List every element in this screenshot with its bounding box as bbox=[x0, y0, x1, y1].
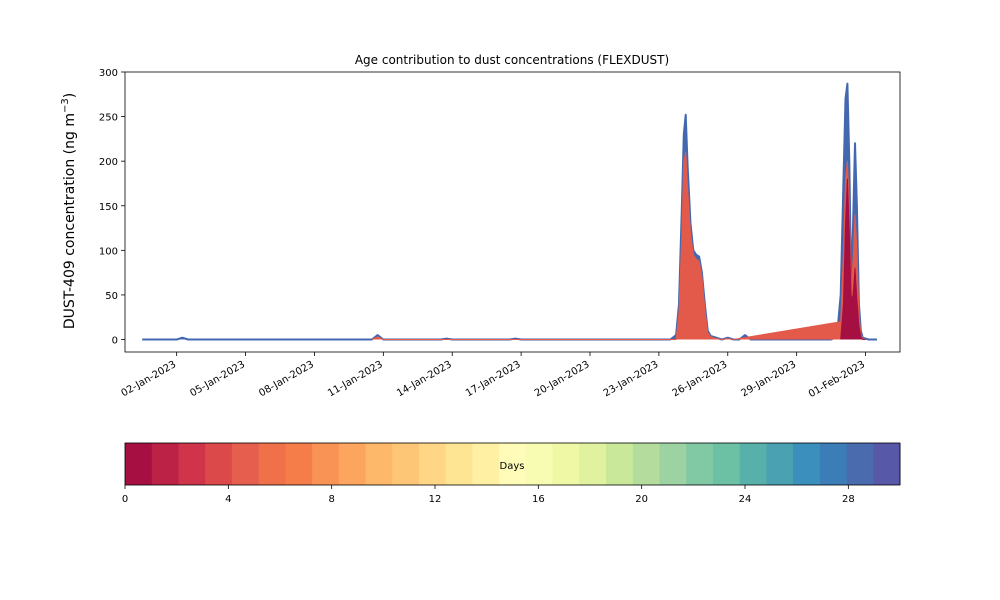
colorbar: 0 4 8 12 16 20 24 28 bbox=[122, 442, 901, 505]
colorbar-segment-26 bbox=[819, 443, 848, 485]
y-axis-label-unit-exponent: −3 bbox=[60, 98, 71, 113]
colorbar-frame bbox=[124, 442, 901, 486]
colorbar-segment-17 bbox=[579, 443, 607, 485]
colorbar-label: Days bbox=[500, 461, 525, 472]
x-axis: 02-Jan-2023 05-Jan-2023 08-Jan-2023 11-Jan-… bbox=[120, 352, 867, 400]
colorbar-tick-label-4: 4 bbox=[225, 494, 231, 505]
series-line-2 bbox=[840, 178, 866, 340]
plot-area bbox=[124, 71, 901, 353]
y-tick-label-300: 300 bbox=[99, 68, 118, 79]
colorbar-tick-label-24: 24 bbox=[739, 494, 752, 505]
x-tick-label-17-Jan-2023: 17-Jan-2023 bbox=[464, 359, 523, 399]
colorbar-segment-4 bbox=[231, 443, 260, 485]
colorbar-tick-label-8: 8 bbox=[328, 494, 334, 505]
x-tick-label-26-Jan-2023: 26-Jan-2023 bbox=[671, 359, 730, 399]
y-tick-label-100: 100 bbox=[99, 246, 118, 257]
colorbar-segment-27 bbox=[846, 443, 874, 485]
y-axis-label-close: ) bbox=[62, 93, 78, 98]
colorbar-segment-25 bbox=[793, 443, 821, 485]
x-tick-label-14-Jan-2023: 14-Jan-2023 bbox=[395, 359, 454, 399]
y-axis-label: DUST-409 concentration (ng m−3) bbox=[60, 93, 78, 329]
x-tick-label-29-Jan-2023: 29-Jan-2023 bbox=[740, 359, 799, 399]
plot-frame bbox=[124, 71, 901, 353]
colorbar-segment-1 bbox=[151, 443, 179, 485]
y-tick-label-250: 250 bbox=[99, 113, 118, 124]
colorbar-segment-2 bbox=[178, 443, 206, 485]
colorbar-tick-label-28: 28 bbox=[842, 494, 855, 505]
colorbar-segment-14 bbox=[499, 443, 527, 485]
colorbar-segment-6 bbox=[285, 443, 313, 485]
colorbar-segment-0 bbox=[125, 443, 153, 485]
x-tick-label-05-Jan-2023: 05-Jan-2023 bbox=[188, 359, 247, 399]
colorbar-segment-15 bbox=[525, 443, 554, 485]
series-area-2 bbox=[840, 179, 866, 340]
colorbar-segment-16 bbox=[552, 443, 580, 485]
y-tick-label-50: 50 bbox=[105, 291, 118, 302]
colorbar-tick-label-16: 16 bbox=[532, 494, 545, 505]
x-tick-label-23-Jan-2023: 23-Jan-2023 bbox=[602, 359, 661, 399]
colorbar-segment-24 bbox=[766, 443, 794, 485]
colorbar-segment-28 bbox=[873, 443, 901, 485]
colorbar-segment-22 bbox=[712, 443, 741, 485]
colorbar-segment-11 bbox=[418, 443, 447, 485]
colorbar-segment-18 bbox=[606, 443, 634, 485]
colorbar-segment-7 bbox=[312, 443, 340, 485]
chart-title: Age contribution to dust concentrations … bbox=[355, 53, 669, 67]
colorbar-segment-20 bbox=[659, 443, 687, 485]
colorbar-segment-21 bbox=[686, 443, 714, 485]
colorbar-tick-label-0: 0 bbox=[122, 494, 128, 505]
x-tick-label-11-Jan-2023: 11-Jan-2023 bbox=[326, 359, 385, 399]
colorbar-segment-12 bbox=[445, 443, 473, 485]
colorbar-tick-label-12: 12 bbox=[429, 494, 442, 505]
x-tick-label-20-Jan-2023: 20-Jan-2023 bbox=[533, 359, 592, 399]
y-tick-label-0: 0 bbox=[112, 336, 118, 347]
x-tick-label-01-Feb-2023: 01-Feb-2023 bbox=[807, 359, 867, 400]
colorbar-segment-3 bbox=[205, 443, 233, 485]
series-line-0 bbox=[142, 82, 877, 341]
x-tick-label-08-Jan-2023: 08-Jan-2023 bbox=[257, 359, 316, 399]
y-axis-label-main: DUST-409 concentration (ng m bbox=[62, 113, 78, 329]
y-tick-label-200: 200 bbox=[99, 157, 118, 168]
colorbar-segment-10 bbox=[392, 443, 420, 485]
y-tick-label-150: 150 bbox=[99, 202, 118, 213]
colorbar-tick-label-20: 20 bbox=[635, 494, 648, 505]
colorbar-segment-8 bbox=[338, 443, 367, 485]
x-tick-label-02-Jan-2023: 02-Jan-2023 bbox=[120, 359, 179, 399]
series-area-0 bbox=[142, 83, 877, 340]
colorbar-segment-19 bbox=[632, 443, 660, 485]
colorbar-segment-13 bbox=[472, 443, 500, 485]
y-axis: 0 50 100 150 200 250 300 bbox=[99, 68, 125, 347]
series-line-1 bbox=[371, 151, 866, 340]
series-area-1 bbox=[371, 152, 866, 340]
colorbar-segment-9 bbox=[365, 443, 393, 485]
colorbar-segment-5 bbox=[258, 443, 286, 485]
colorbar-segment-23 bbox=[739, 443, 767, 485]
